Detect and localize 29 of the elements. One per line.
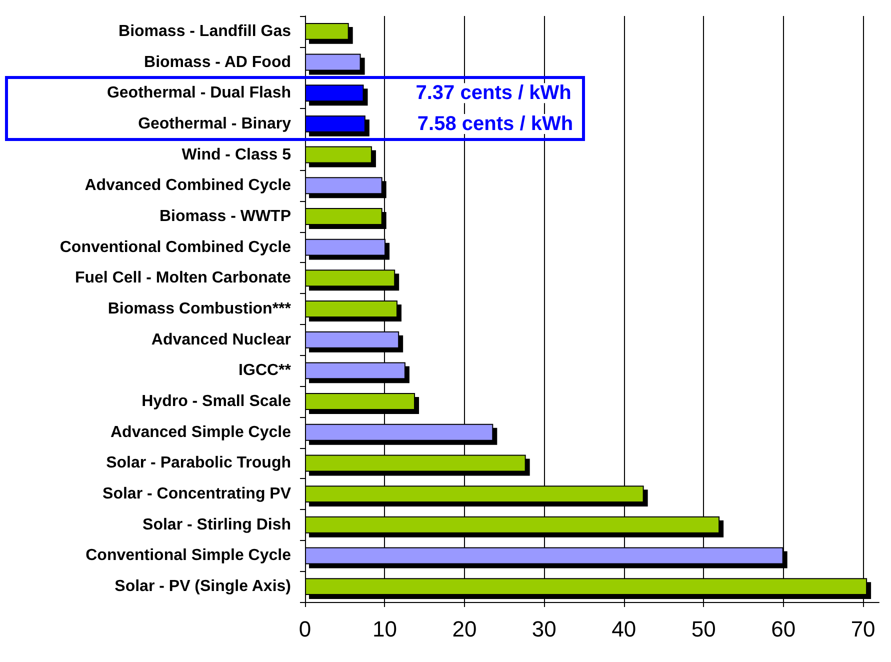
x-tick-label: 30 [532,616,556,642]
y-tick-label: Fuel Cell - Molten Carbonate [74,270,292,287]
y-tick-label: Advanced Nuclear [151,331,291,348]
y-tick-label: Biomass - WWTP [159,208,292,225]
y-tick-label: Solar - Stirling Dish [142,516,291,534]
y-tick-label: Geothermal - Dual Flash [106,84,291,102]
y-tick-label: Biomass - AD Food [144,54,291,71]
y-tick-label: IGCC** [238,362,292,380]
y-tick-label: Hydro - Small Scale [142,393,292,410]
y-tick-label: Advanced Simple Cycle [110,424,292,441]
y-tick-label: Geothermal - Binary [138,115,292,132]
y-tick-label: Conventional Combined Cycle [60,238,292,256]
y-tick-label: Advanced Combined Cycle [84,177,292,194]
y-tick-label: Solar - PV (Single Axis) [114,578,291,596]
x-tick-label: 50 [691,616,716,642]
y-tick-label: Biomass Combustion*** [108,300,292,318]
y-tick-label: Biomass - Landfill Gas [118,22,292,40]
y-tick-label: Solar - Parabolic Trough [106,454,291,472]
y-tick-label: Solar - Concentrating PV [102,486,292,503]
x-tick-label: 40 [612,616,636,642]
x-tick-label: 70 [850,616,876,642]
data-label: 7.37 cents / kWh [416,82,572,104]
x-tick-label: 10 [372,616,397,642]
data-label: 7.58 cents / kWh [417,112,574,135]
x-tick-label: 20 [452,616,477,642]
x-tick-label: 60 [771,616,796,642]
y-tick-label: Conventional Simple Cycle [86,547,292,564]
y-tick-label: Wind - Class 5 [182,146,292,164]
x-tick-label: 0 [298,616,312,642]
